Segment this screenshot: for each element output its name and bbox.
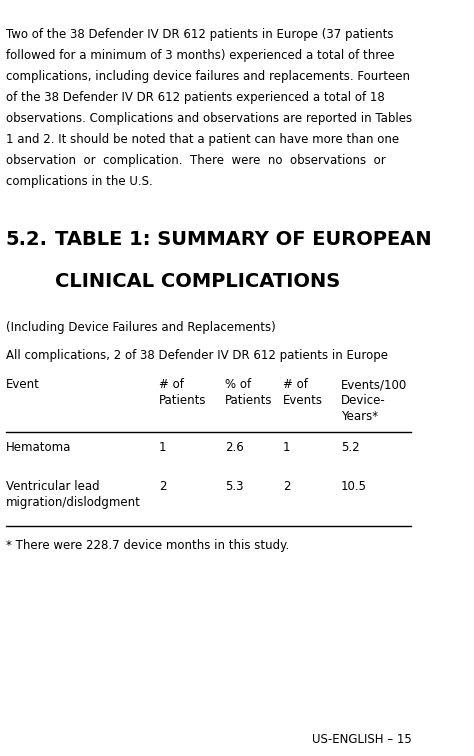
Text: 1 and 2. It should be noted that a patient can have more than one: 1 and 2. It should be noted that a patie… <box>6 133 399 146</box>
Text: US-ENGLISH – 15: US-ENGLISH – 15 <box>312 733 411 745</box>
Text: # of
Events: # of Events <box>283 378 323 407</box>
Text: 10.5: 10.5 <box>341 481 367 494</box>
Text: Events/100
Device-
Years*: Events/100 Device- Years* <box>341 378 407 423</box>
Text: of the 38 Defender IV DR 612 patients experienced a total of 18: of the 38 Defender IV DR 612 patients ex… <box>6 91 384 104</box>
Text: All complications, 2 of 38 Defender IV DR 612 patients in Europe: All complications, 2 of 38 Defender IV D… <box>6 349 388 362</box>
Text: 2.6: 2.6 <box>225 442 244 454</box>
Text: 2: 2 <box>159 481 166 494</box>
Text: 2: 2 <box>283 481 291 494</box>
Text: TABLE 1: SUMMARY OF EUROPEAN: TABLE 1: SUMMARY OF EUROPEAN <box>55 231 432 249</box>
Text: (Including Device Failures and Replacements): (Including Device Failures and Replaceme… <box>6 321 275 333</box>
Text: 5.2.: 5.2. <box>6 231 47 249</box>
Text: 1: 1 <box>159 442 166 454</box>
Text: observations. Complications and observations are reported in Tables: observations. Complications and observat… <box>6 112 411 125</box>
Text: Event: Event <box>6 378 39 391</box>
Text: * There were 228.7 device months in this study.: * There were 228.7 device months in this… <box>6 539 289 552</box>
Text: complications in the U.S.: complications in the U.S. <box>6 175 152 188</box>
Text: 1: 1 <box>283 442 291 454</box>
Text: % of
Patients: % of Patients <box>225 378 273 407</box>
Text: Two of the 38 Defender IV DR 612 patients in Europe (37 patients: Two of the 38 Defender IV DR 612 patient… <box>6 28 393 41</box>
Text: CLINICAL COMPLICATIONS: CLINICAL COMPLICATIONS <box>55 272 340 291</box>
Text: Ventricular lead
migration/dislodgment: Ventricular lead migration/dislodgment <box>6 481 140 510</box>
Text: Hematoma: Hematoma <box>6 442 71 454</box>
Text: # of
Patients: # of Patients <box>159 378 206 407</box>
Text: complications, including device failures and replacements. Fourteen: complications, including device failures… <box>6 70 410 83</box>
Text: 5.3: 5.3 <box>225 481 244 494</box>
Text: observation  or  complication.  There  were  no  observations  or: observation or complication. There were … <box>6 154 385 167</box>
Text: followed for a minimum of 3 months) experienced a total of three: followed for a minimum of 3 months) expe… <box>6 49 394 62</box>
Text: 5.2: 5.2 <box>341 442 360 454</box>
